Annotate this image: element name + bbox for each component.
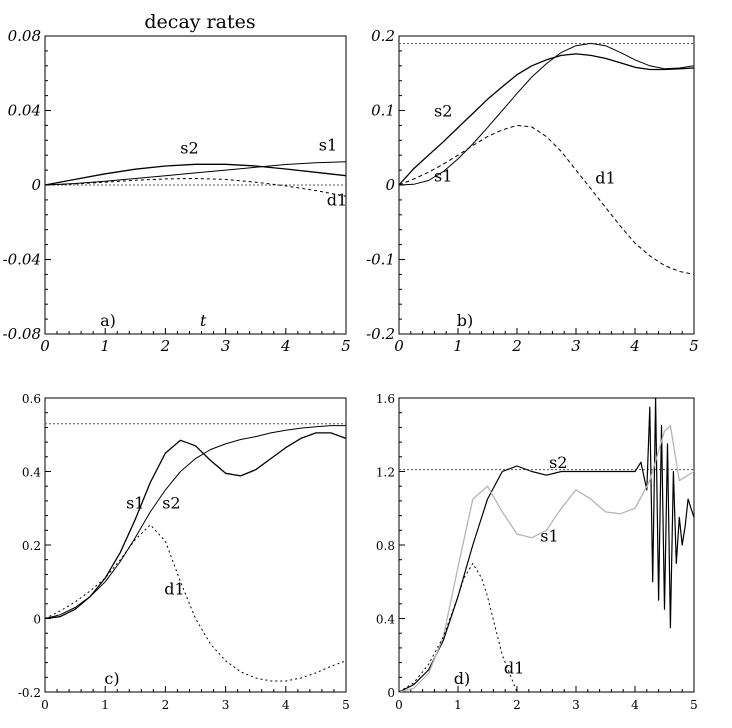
panel-label: a) [100,311,116,330]
series-line-s2 [398,53,695,186]
x-tick-label: 0 [395,698,403,712]
y-tick-label: 0.6 [22,392,41,406]
panel-label: d) [454,669,470,688]
series-line-s1 [398,424,695,693]
x-tick-label: 1 [454,698,462,712]
x-tick-label: 2 [511,337,522,355]
series-label-s1: s1 [319,136,337,155]
series-label-s1: s1 [540,526,558,545]
y-tick-label: -0.2 [18,686,41,700]
panel-b: 0 1 2 3 4 5 0.2 0.1 0 -0.1 -0.2 s1 s2 d1 b) [366,27,699,355]
series-label-s1: s1 [434,166,452,185]
series-label-s2: s2 [434,101,452,120]
x-tick-label: 4 [629,337,640,355]
y-tick-label: 1.6 [376,392,395,406]
panel-a: 0 1 2 3 4 5 0.08 0.04 0 -0.04 -0.08 s1 s2 d1 a) t [3,27,351,355]
y-tick-label: 1.2 [376,466,395,480]
panel-label: b) [457,311,473,330]
y-tick-label: 0.4 [22,466,41,480]
panel-label: c) [104,669,119,688]
series-line-s2 [44,163,347,186]
series-label-d1: d1 [504,659,524,678]
series-label-d1: d1 [164,580,184,599]
x-tick-label: 0 [40,337,50,355]
x-tick-label: 2 [162,698,170,712]
x-tick-label: 5 [690,698,698,712]
series-line-s1 [398,42,695,186]
y-tick-label: 0 [385,176,395,194]
x-tick-label: 0 [41,698,49,712]
series-line-s1 [44,161,347,186]
series-line-s1 [44,432,347,620]
series-line-d1 [44,524,347,682]
y-tick-label: 0.1 [371,102,395,120]
series-line-s2 [44,425,346,619]
x-tick-label: 1 [101,698,109,712]
x-tick-label: 5 [341,337,351,355]
x-tick-label: 4 [282,698,290,712]
series-label-s2: s2 [180,138,198,157]
x-tick-label: 3 [221,337,231,355]
x-tick-label: 3 [571,337,581,355]
x-tick-label: 5 [342,698,350,712]
x-tick-label: 3 [222,698,230,712]
figure-title: decay rates [144,11,255,33]
series-label-d1: d1 [327,190,347,209]
x-axis-label: t [200,311,207,330]
x-tick-label: 5 [689,337,699,355]
x-tick-label: 2 [513,698,521,712]
x-tick-label: 1 [453,337,463,355]
series-label-d1: d1 [595,169,615,188]
series-label-s1: s1 [126,493,144,512]
series-line-s2 [398,397,695,693]
y-tick-label: 0.04 [8,102,41,120]
y-tick-label: -0.1 [366,251,395,269]
y-tick-label: 0.2 [22,539,41,553]
y-tick-label: -0.2 [366,325,395,343]
panel-d: 0 1 2 3 4 5 1.6 1.2 0.8 0.4 0 s2 s1 d1 d) [376,392,698,712]
y-tick-label: 0.8 [376,539,395,553]
y-tick-label: 0.08 [8,27,41,45]
x-tick-label: 1 [100,337,110,355]
series-line-d1 [44,178,347,197]
y-tick-label: -0.04 [3,251,41,269]
x-tick-label: 0 [394,337,404,355]
y-tick-label: 0.2 [371,27,395,45]
series-label-s2: s2 [549,453,567,472]
y-tick-label: 0 [33,613,41,627]
series-line-d1 [398,124,695,275]
x-tick-label: 4 [280,337,291,355]
y-tick-label: 0 [31,176,41,194]
series-label-s2: s2 [162,493,180,512]
x-tick-label: 2 [160,337,171,355]
x-tick-label: 3 [572,698,580,712]
y-tick-label: 0 [387,686,395,700]
y-tick-label: 0.4 [376,613,395,627]
y-tick-label: -0.08 [3,325,41,343]
x-tick-label: 4 [631,698,639,712]
